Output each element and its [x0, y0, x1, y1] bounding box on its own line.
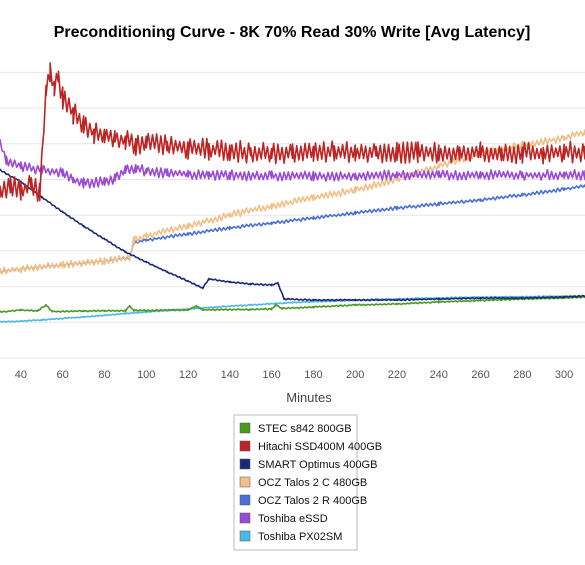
legend-label: OCZ Talos 2 C 480GB [258, 477, 367, 489]
x-tick-label: 260 [471, 369, 489, 381]
legend-label: Toshiba PX02SM [258, 531, 342, 543]
x-tick-label: 80 [98, 369, 110, 381]
legend-box [233, 414, 358, 551]
x-axis-ticks: 40 60 80 100 120 140 160 180 200 220 240 260 280 300 [15, 369, 574, 381]
legend-swatch [239, 476, 251, 488]
series-line [0, 62, 585, 202]
series-line [0, 138, 585, 189]
legend-label: OCZ Talos 2 R 400GB [258, 495, 367, 507]
x-tick-label: 300 [555, 369, 573, 381]
legend-swatch [239, 440, 251, 452]
x-axis-label: Minutes [286, 390, 332, 405]
legend-swatch [239, 458, 251, 470]
x-tick-label: 200 [346, 369, 364, 381]
x-tick-label: 120 [179, 369, 197, 381]
series-line [0, 295, 585, 313]
x-tick-label: 60 [57, 369, 69, 381]
series-line [0, 294, 585, 323]
chart-title: Preconditioning Curve - 8K 70% Read 30% … [54, 24, 531, 41]
legend-label: STEC s842 800GB [258, 423, 352, 435]
legend-swatch [239, 530, 251, 542]
grid [0, 71, 585, 359]
series-line [0, 168, 585, 302]
x-tick-label: 160 [262, 369, 280, 381]
x-tick-label: 100 [137, 369, 155, 381]
legend-swatch [239, 494, 251, 506]
legend-swatch [239, 512, 251, 524]
x-tick-label: 220 [388, 369, 406, 381]
legend: STEC s842 800GB Hitachi SSD400M 400GB SMAR… [233, 414, 382, 551]
legend-label: Hitachi SSD400M 400GB [258, 441, 382, 453]
legend-label: SMART Optimus 400GB [258, 459, 377, 471]
x-tick-label: 240 [430, 369, 448, 381]
x-tick-label: 40 [15, 369, 27, 381]
x-tick-label: 280 [513, 369, 531, 381]
legend-swatch [239, 422, 251, 434]
plot-area [0, 62, 585, 323]
x-tick-label: 140 [221, 369, 239, 381]
x-tick-label: 180 [304, 369, 322, 381]
legend-label: Toshiba eSSD [258, 513, 328, 525]
